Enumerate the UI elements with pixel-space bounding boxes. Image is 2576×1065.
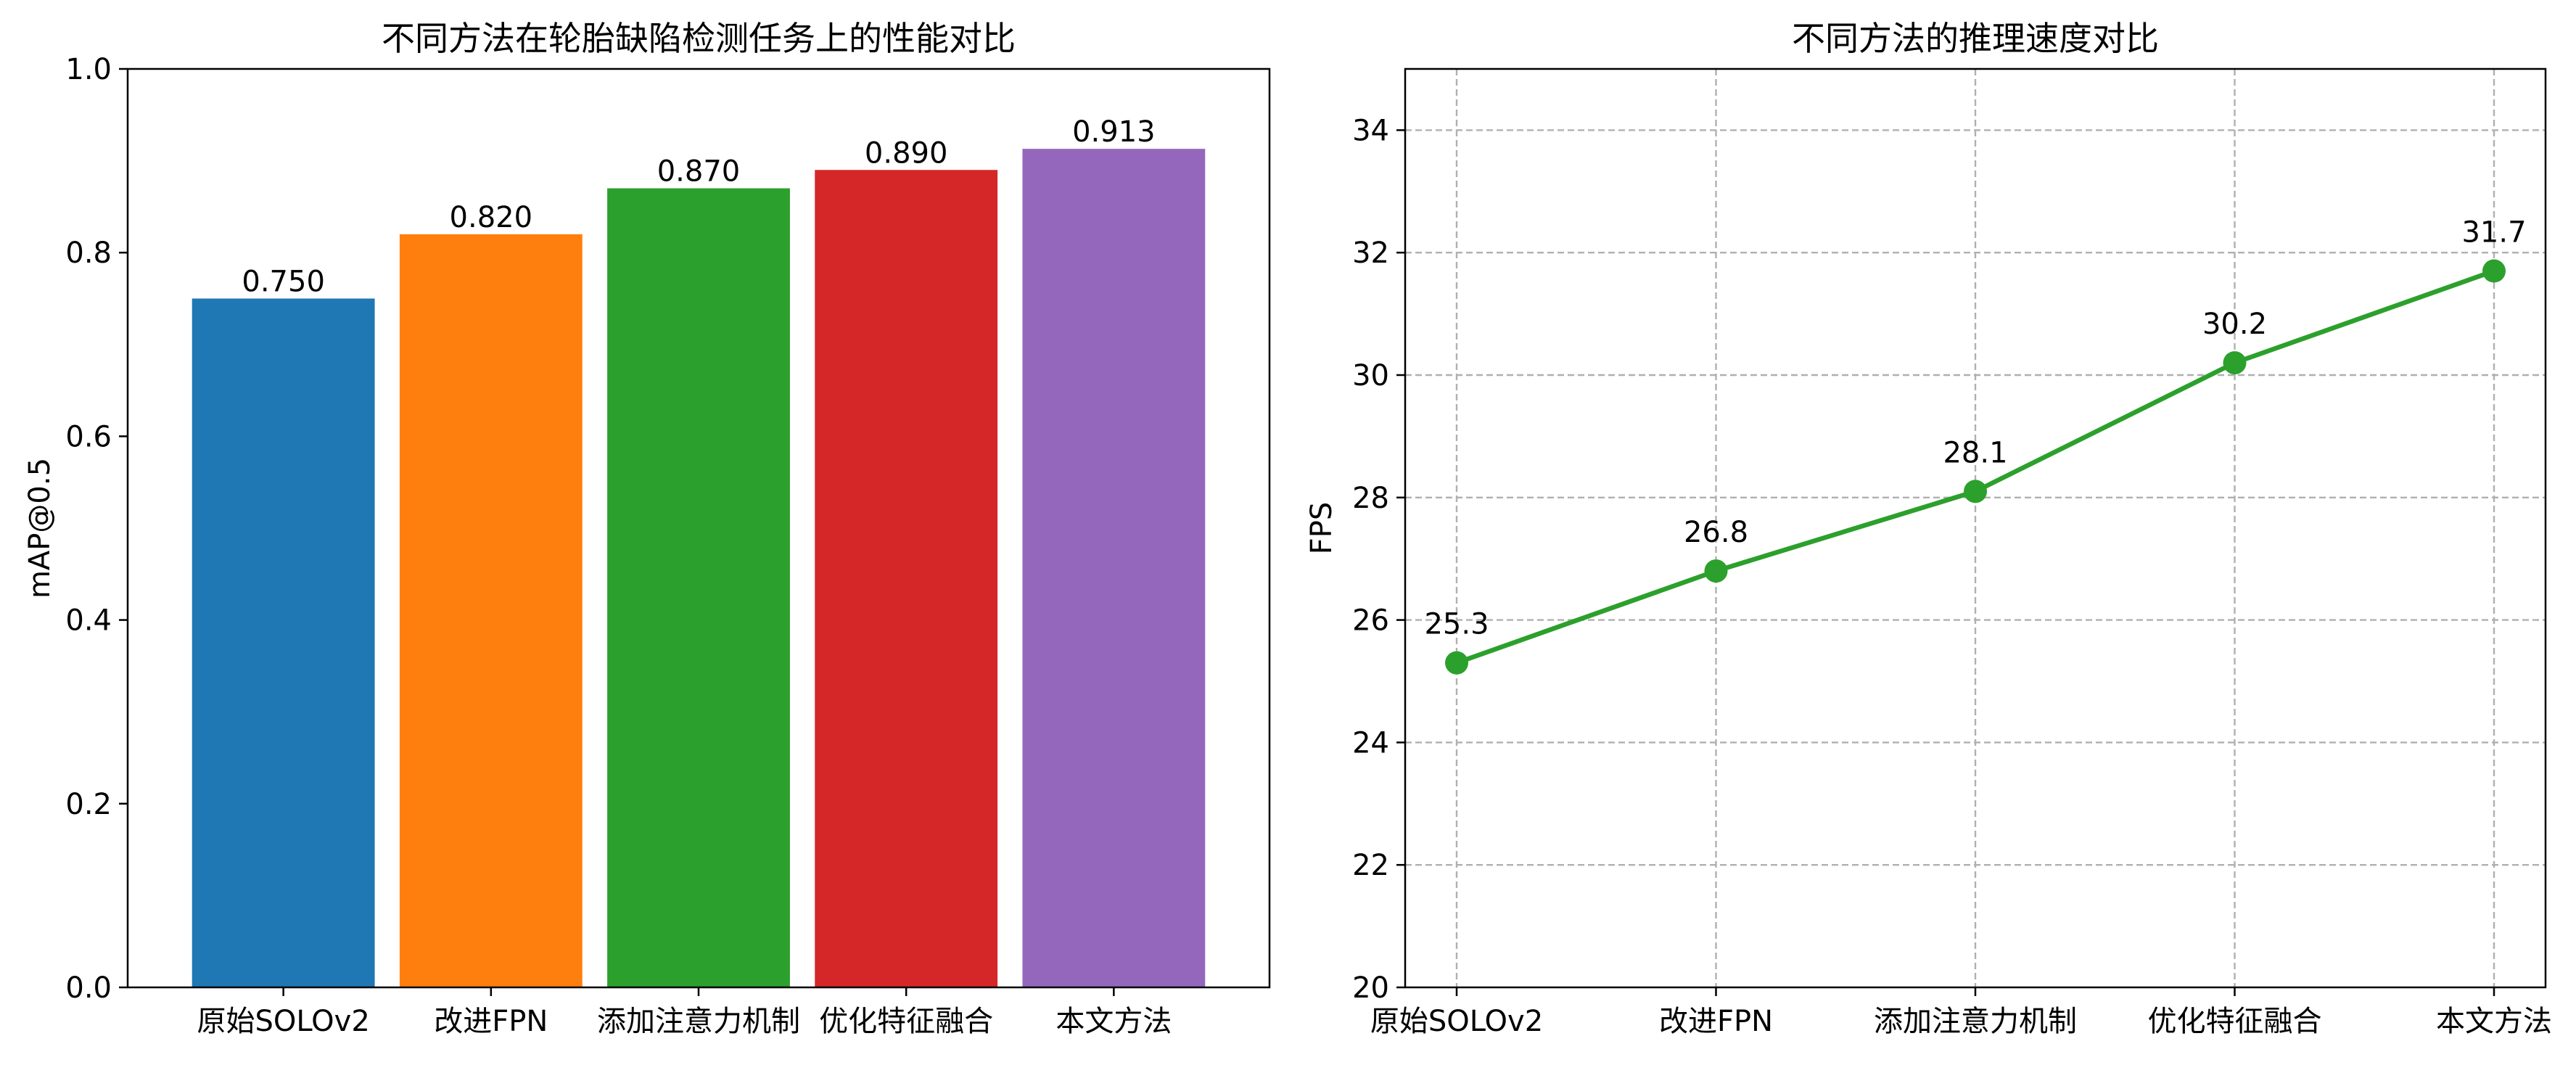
y-tick-label: 0.2 (65, 788, 112, 821)
bar-value-label: 0.820 (450, 201, 533, 234)
x-tick-label: 改进FPN (1659, 1005, 1773, 1038)
x-tick-label: 添加注意力机制 (1874, 1005, 2077, 1038)
fps-value-label: 31.7 (2461, 216, 2526, 250)
bar-2 (607, 188, 790, 988)
y-tick-label: 32 (1352, 237, 1389, 270)
bar-value-label: 0.750 (242, 266, 325, 299)
y-axis-label: mAP@0.5 (23, 458, 57, 599)
bar-0 (192, 298, 375, 987)
bar-3 (815, 170, 998, 987)
y-tick-label: 0.8 (65, 237, 112, 270)
bar-4 (1022, 149, 1206, 988)
fps-value-label: 26.8 (1684, 516, 1748, 549)
fps-point-4 (2482, 259, 2506, 283)
y-tick-label: 1.0 (65, 53, 112, 86)
y-tick-label: 34 (1352, 114, 1389, 147)
bar-value-label: 0.870 (657, 155, 741, 189)
fps-value-label: 30.2 (2202, 308, 2267, 341)
x-tick-label: 添加注意力机制 (597, 1005, 800, 1038)
left-chart-mAP: 0.750 0.820 0.870 0.890 0.913 0.0 0.2 0.4 0.6 0.8… (23, 19, 1271, 1038)
y-tick-label: 0.6 (65, 420, 112, 453)
chart-title: 不同方法的推理速度对比 (1792, 19, 2159, 58)
bar-value-label: 0.913 (1072, 115, 1156, 149)
y-tick-label: 30 (1352, 359, 1389, 392)
y-tick-label: 28 (1352, 482, 1389, 515)
fps-point-0 (1445, 651, 1468, 675)
fps-point-2 (1964, 480, 1987, 503)
x-tick-label: 改进FPN (434, 1005, 548, 1038)
fps-point-3 (2223, 351, 2247, 375)
y-tick-label: 20 (1352, 971, 1389, 1005)
y-axis-label: FPS (1305, 502, 1338, 555)
y-tick-label: 24 (1352, 726, 1389, 760)
chart-title: 不同方法在轮胎缺陷检测任务上的性能对比 (382, 19, 1016, 58)
x-tick-label: 优化特征融合 (2148, 1005, 2322, 1038)
y-tick-label: 0.4 (65, 604, 112, 638)
y-tick-label: 22 (1352, 849, 1389, 882)
x-tick-label: 本文方法 (2436, 1005, 2552, 1038)
x-tick-label: 原始SOLOv2 (1370, 1005, 1543, 1038)
x-tick-label: 本文方法 (1055, 1005, 1172, 1038)
y-tick-label: 0.0 (65, 971, 112, 1005)
x-tick-label: 优化特征融合 (819, 1005, 993, 1038)
bar-1 (399, 234, 583, 987)
bar-value-label: 0.890 (865, 136, 948, 170)
fps-value-label: 28.1 (1943, 436, 2007, 469)
fps-point-1 (1704, 559, 1728, 583)
right-chart-fps: 25.3 26.8 28.1 30.2 31.7 20 22 24 26 28 30 32 34 原始SO… (1305, 19, 2552, 1038)
y-tick-label: 26 (1352, 604, 1389, 638)
x-tick-label: 原始SOLOv2 (197, 1005, 369, 1038)
fps-value-label: 25.3 (1424, 608, 1489, 641)
